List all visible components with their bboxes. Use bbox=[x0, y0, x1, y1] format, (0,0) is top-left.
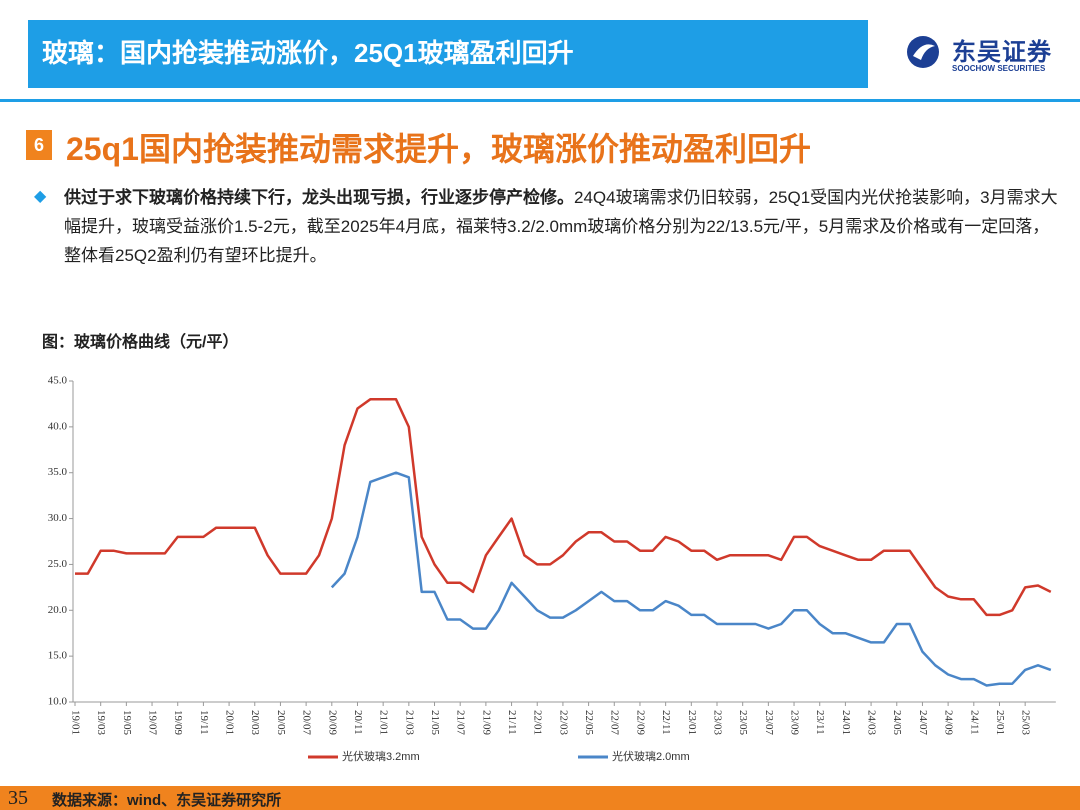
x-tick-label: 21/03 bbox=[403, 710, 415, 736]
x-tick-label: 24/03 bbox=[866, 710, 878, 736]
x-tick-label: 24/11 bbox=[968, 710, 980, 735]
x-tick-label: 21/07 bbox=[455, 710, 467, 736]
bullet-icon: ◆ bbox=[34, 188, 47, 205]
source: 数据来源：wind、东吴证券研究所 bbox=[52, 792, 282, 809]
y-tick-label: 40.0 bbox=[48, 420, 68, 432]
x-tick-label: 23/11 bbox=[814, 710, 826, 735]
x-tick-label: 24/09 bbox=[943, 710, 955, 736]
x-tick-label: 20/07 bbox=[301, 710, 313, 736]
series-line bbox=[75, 398, 1052, 617]
bullet-body: 24Q4玻璃需求仍旧较弱，25Q1受国内光伏抢装影响，3月需求大幅提升，玻璃受益… bbox=[64, 188, 1058, 265]
section-number: 6 bbox=[26, 130, 52, 160]
x-tick-label: 20/01 bbox=[224, 710, 236, 735]
logo-icon bbox=[907, 36, 939, 68]
x-tick-label: 19/01 bbox=[69, 710, 81, 735]
header-title: 玻璃：国内抢装推动涨价，25Q1玻璃盈利回升 bbox=[42, 38, 574, 68]
x-tick-label: 21/09 bbox=[480, 710, 492, 736]
y-tick-label: 45.0 bbox=[48, 375, 68, 387]
x-tick-label: 22/03 bbox=[557, 710, 569, 736]
x-tick-label: 19/11 bbox=[198, 710, 210, 735]
x-tick-label: 24/07 bbox=[917, 710, 929, 736]
legend-label: 光伏玻璃2.0mm bbox=[612, 749, 690, 763]
y-tick-label: 30.0 bbox=[48, 512, 68, 524]
x-tick-label: 22/01 bbox=[532, 710, 544, 735]
chart: 10.0 15.0 20.0 25.0 30.0 35.0 40.0 45.0 19/01 19/… bbox=[48, 375, 1056, 763]
series-line bbox=[330, 471, 1052, 687]
logo-text: 东吴证券 bbox=[952, 39, 1052, 66]
x-tick-label: 23/05 bbox=[737, 710, 749, 736]
x-tick-label: 19/03 bbox=[95, 710, 107, 736]
footer-band bbox=[0, 786, 1080, 810]
x-tick-label: 22/09 bbox=[634, 710, 646, 736]
section-title: 25q1国内抢装推动需求提升，玻璃涨价推动盈利回升 bbox=[66, 131, 811, 167]
y-tick-label: 20.0 bbox=[48, 604, 68, 616]
chart-title: 图：玻璃价格曲线（元/平） bbox=[42, 334, 239, 351]
y-tick-label: 35.0 bbox=[48, 466, 68, 478]
logo-subtext: SOOCHOW SECURITIES bbox=[952, 64, 1046, 73]
x-tick-label: 21/11 bbox=[506, 710, 518, 735]
x-tick-label: 25/03 bbox=[1020, 710, 1032, 736]
x-tick-label: 20/09 bbox=[326, 710, 338, 736]
legend-label: 光伏玻璃3.2mm bbox=[342, 749, 420, 763]
x-tick-label: 22/05 bbox=[583, 710, 595, 736]
x-tick-label: 19/07 bbox=[147, 710, 159, 736]
x-tick-label: 23/09 bbox=[789, 710, 801, 736]
x-tick-label: 20/11 bbox=[352, 710, 364, 735]
x-tick-label: 21/01 bbox=[378, 710, 390, 735]
bullet-text: 供过于求下玻璃价格持续下行，龙头出现亏损，行业逐步停产检修。24Q4玻璃需求仍旧… bbox=[64, 183, 1064, 270]
x-tick-label: 21/05 bbox=[429, 710, 441, 736]
x-tick-label: 23/03 bbox=[711, 710, 723, 736]
bullet-bold: 供过于求下玻璃价格持续下行，龙头出现亏损，行业逐步停产检修。 bbox=[64, 188, 574, 207]
header-rule bbox=[0, 99, 1080, 102]
x-tick-label: 22/11 bbox=[660, 710, 672, 735]
y-tick-label: 15.0 bbox=[48, 650, 68, 662]
x-tick-label: 25/01 bbox=[994, 710, 1006, 735]
x-tick-label: 24/01 bbox=[840, 710, 852, 735]
y-tick-label: 25.0 bbox=[48, 558, 68, 570]
x-tick-label: 19/09 bbox=[172, 710, 184, 736]
x-tick-label: 22/07 bbox=[609, 710, 621, 736]
page-number: 35 bbox=[8, 787, 28, 809]
x-tick-label: 20/05 bbox=[275, 710, 287, 736]
header-band bbox=[28, 20, 868, 88]
x-tick-label: 19/05 bbox=[121, 710, 133, 736]
x-tick-label: 24/05 bbox=[891, 710, 903, 736]
y-tick-label: 10.0 bbox=[48, 696, 68, 708]
x-tick-label: 20/03 bbox=[249, 710, 261, 736]
x-tick-label: 23/01 bbox=[686, 710, 698, 735]
x-tick-label: 23/07 bbox=[763, 710, 775, 736]
